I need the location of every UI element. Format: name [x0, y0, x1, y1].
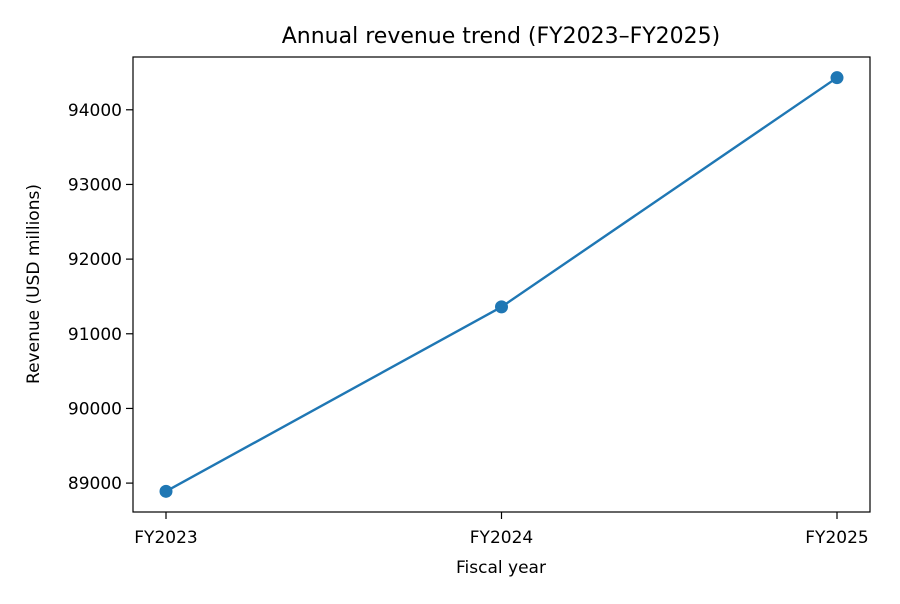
data-point: [159, 484, 173, 498]
y-tick-label: 89000: [68, 474, 122, 494]
data-point: [830, 71, 844, 85]
data-point: [495, 300, 508, 314]
x-axis-label: Fiscal year: [456, 558, 546, 578]
x-tick-label: FY2023: [134, 528, 197, 548]
plot-frame: [132, 56, 871, 513]
x-axis: FY2023 FY2024 FY2025: [134, 512, 869, 548]
y-tick-label: 92000: [68, 250, 122, 270]
series-line: [165, 76, 838, 493]
y-axis: 89000 90000 91000 92000 93000 94000: [68, 101, 133, 494]
y-tick-label: 90000: [68, 399, 122, 419]
y-tick-label: 93000: [68, 175, 122, 195]
chart-title: Annual revenue trend (FY2023–FY2025): [282, 24, 721, 49]
y-tick-label: 94000: [68, 101, 122, 121]
x-tick-label: FY2025: [805, 528, 868, 548]
y-tick-label: 91000: [68, 325, 122, 345]
series-layer: [159, 71, 844, 498]
y-axis-label: Revenue (USD millions): [24, 184, 44, 384]
x-tick-label: FY2024: [470, 528, 533, 548]
